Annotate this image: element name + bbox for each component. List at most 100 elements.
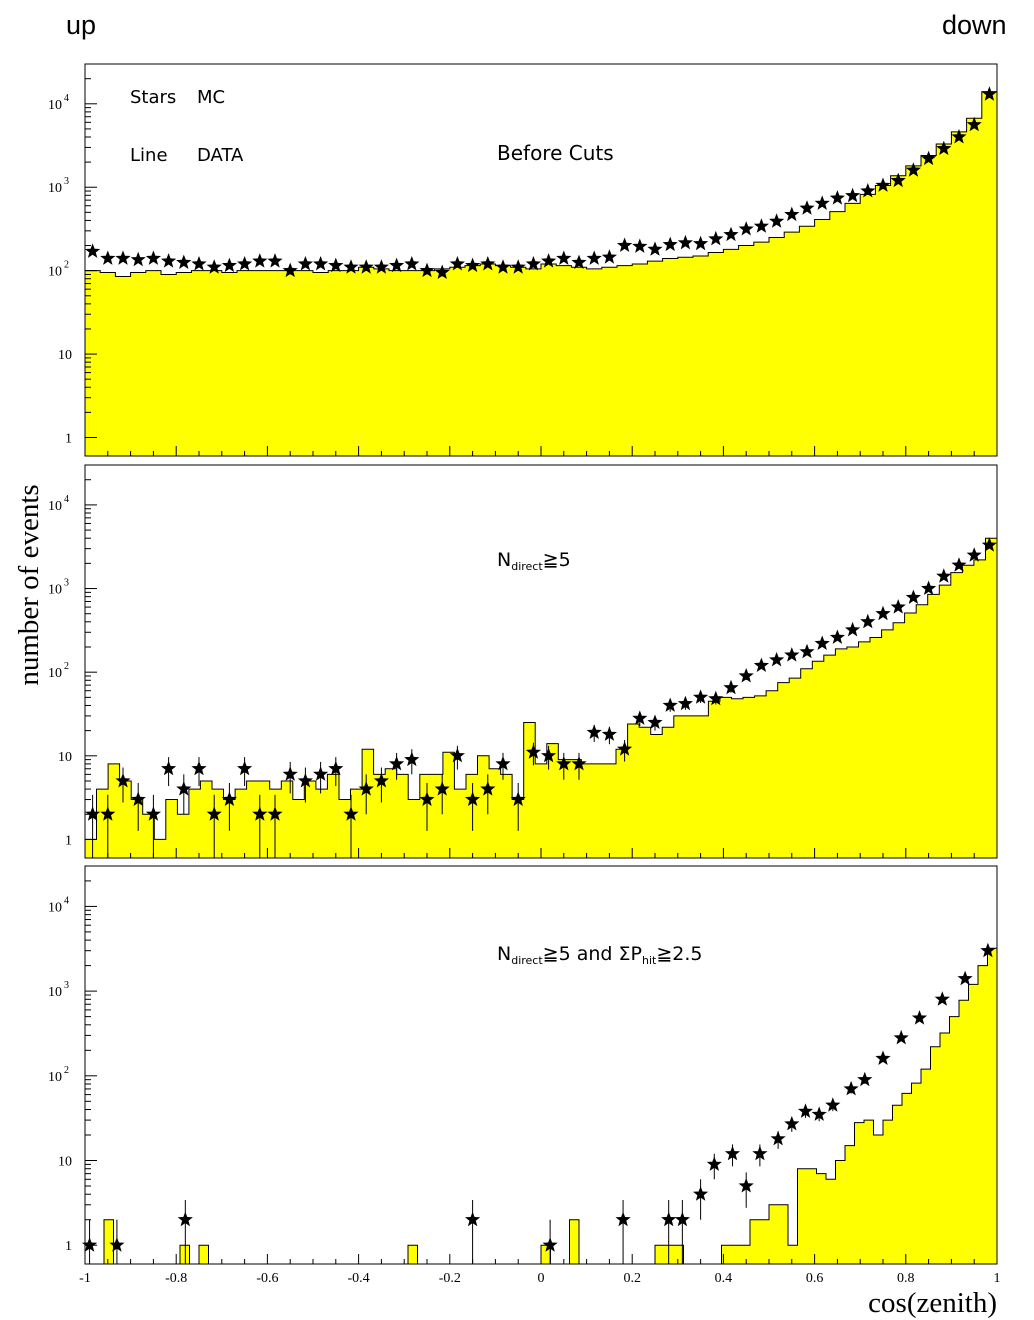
y-tick-exponent: 3 — [64, 578, 69, 589]
mc-star-point — [267, 806, 283, 821]
mc-star-point — [586, 250, 602, 265]
y-tick-exponent: 2 — [64, 661, 69, 672]
x-tick-label: 1 — [994, 1271, 1001, 1286]
mc-star-point — [434, 264, 450, 279]
mc-star-point — [753, 218, 769, 233]
mc-star-point — [404, 256, 420, 271]
legend-line-label: Line — [130, 145, 168, 166]
mc-star-point — [845, 187, 861, 203]
mc-star-point — [905, 589, 921, 604]
mc-star-point — [921, 580, 937, 595]
mc-star-point — [82, 1237, 98, 1252]
legend-stars-label: Stars — [130, 87, 176, 108]
mc-star-point — [313, 256, 329, 271]
mc-star-point — [145, 806, 161, 821]
mc-star-point — [661, 1211, 677, 1227]
y-tick-exponent: 4 — [64, 494, 69, 505]
panel-title-p3-rel: ≧5 and ΣP — [543, 943, 642, 965]
mc-star-point — [811, 1106, 827, 1121]
mc-star-point — [934, 991, 950, 1006]
mc-star-point — [510, 791, 526, 806]
mc-star-point — [797, 1103, 814, 1118]
mc-star-point — [109, 1237, 125, 1252]
y-tick-label: 10 — [48, 666, 62, 681]
mc-star-point — [753, 657, 769, 672]
mc-star-point — [845, 621, 861, 637]
y-tick-exponent: 3 — [64, 980, 69, 991]
mc-star-point — [206, 259, 222, 274]
y-tick-label: 1 — [65, 833, 72, 848]
y-tick-label: 10 — [58, 750, 72, 765]
mc-star-point — [480, 781, 496, 796]
mc-star-point — [674, 1211, 690, 1227]
mc-star-point — [677, 234, 693, 250]
panel-title-ndirect-rel: ≧5 — [543, 549, 571, 571]
mc-star-point — [389, 755, 405, 771]
data-histogram-fill — [85, 91, 997, 456]
mc-star-point — [267, 253, 283, 268]
mc-star-point — [708, 690, 724, 706]
y-tick-exponent: 4 — [64, 895, 69, 906]
mc-star-point — [814, 635, 830, 650]
mc-star-point — [921, 150, 937, 166]
mc-star-point — [419, 791, 435, 806]
y-tick-label: 10 — [48, 1070, 62, 1085]
mc-star-point — [571, 755, 587, 771]
mc-star-point — [161, 760, 177, 776]
mc-star-point — [100, 250, 116, 265]
mc-star-point — [373, 773, 389, 788]
mc-star-point — [662, 697, 678, 712]
mc-star-point — [890, 172, 906, 188]
mc-star-point — [769, 213, 785, 228]
mc-star-point — [617, 237, 633, 252]
mc-star-point — [495, 755, 511, 771]
y-tick-exponent: 2 — [64, 260, 69, 271]
mc-star-point — [784, 647, 800, 662]
x-tick-label: 0.6 — [806, 1271, 824, 1286]
mc-star-point — [586, 724, 602, 739]
mc-star-point — [85, 806, 101, 821]
mc-star-point — [875, 605, 891, 621]
mc-star-point — [843, 1080, 859, 1096]
x-tick-label: -0.4 — [348, 1271, 370, 1286]
mc-star-point — [373, 259, 389, 274]
mc-star-point — [176, 254, 192, 269]
mc-star-point — [814, 195, 830, 210]
mc-star-point — [860, 183, 876, 198]
mc-star-point — [784, 1116, 800, 1131]
x-tick-label: 0 — [538, 1271, 545, 1286]
mc-star-point — [693, 1186, 709, 1201]
mc-star-point — [825, 1097, 841, 1112]
mc-star-point — [951, 557, 967, 572]
mc-star-point — [662, 236, 678, 252]
mc-star-point — [615, 1211, 631, 1227]
mc-star-point — [434, 781, 450, 796]
y-tick-label: 10 — [48, 583, 62, 598]
mc-star-point — [738, 1178, 754, 1193]
y-tick-label: 1 — [65, 1239, 72, 1254]
mc-star-point — [282, 262, 298, 278]
mc-star-point — [419, 262, 435, 278]
mc-star-point — [449, 747, 465, 763]
mc-star-point — [981, 86, 997, 101]
mc-star-point — [799, 643, 815, 659]
y-tick-label: 10 — [48, 181, 62, 196]
panel-title-ndirect: Ndirect≧5 — [497, 549, 571, 573]
y-tick-exponent: 2 — [64, 1065, 69, 1076]
mc-star-point — [601, 726, 617, 741]
y-tick-label: 10 — [58, 1155, 72, 1170]
mc-star-point — [601, 249, 617, 264]
mc-star-point — [237, 256, 253, 271]
mc-star-point — [297, 256, 313, 271]
y-tick-label: 10 — [48, 985, 62, 1000]
mc-star-point — [176, 781, 192, 796]
mc-star-point — [252, 253, 268, 268]
mc-star-point — [632, 238, 648, 253]
mc-star-point — [449, 256, 465, 271]
mc-star-point — [465, 791, 481, 806]
mc-star-point — [145, 250, 161, 265]
mc-star-point — [297, 773, 313, 788]
panel-title-p3-sub2: hit — [642, 954, 657, 967]
